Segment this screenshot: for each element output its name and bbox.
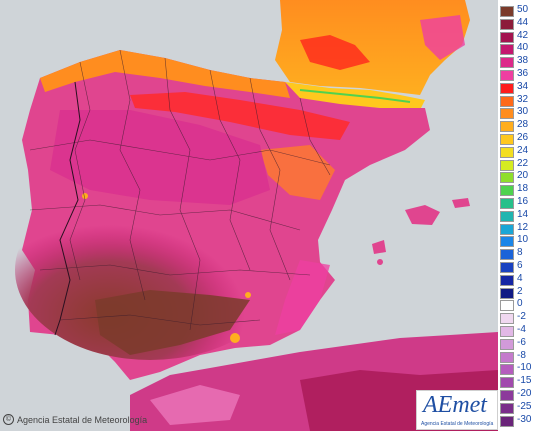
legend-swatch bbox=[500, 274, 514, 286]
legend-swatch bbox=[500, 121, 514, 133]
legend-tick-label: 26 bbox=[517, 132, 529, 143]
legend-swatch bbox=[500, 6, 514, 17]
legend-tick-label: 36 bbox=[517, 68, 529, 79]
france-east-hot bbox=[420, 15, 465, 60]
hot-spot bbox=[82, 193, 88, 199]
hot-spot bbox=[245, 292, 251, 298]
southeast-coast bbox=[275, 260, 330, 335]
legend-tick-label: 38 bbox=[517, 55, 529, 67]
legend-swatch bbox=[500, 326, 514, 337]
legend-tick-label: 4 bbox=[517, 272, 523, 284]
legend-swatch bbox=[500, 287, 514, 299]
legend-tick-label: 16 bbox=[517, 196, 529, 207]
legend-swatch bbox=[500, 415, 514, 427]
copyright-icon: © bbox=[3, 414, 14, 425]
legend-swatch bbox=[500, 338, 514, 350]
north-coast-band bbox=[40, 50, 290, 98]
legend-tick-label: 42 bbox=[517, 29, 529, 41]
legend-swatch bbox=[500, 134, 514, 145]
legend-swatch bbox=[500, 57, 514, 69]
legend-swatch bbox=[500, 364, 514, 376]
legend-swatch bbox=[500, 159, 514, 171]
legend-swatch bbox=[500, 262, 514, 273]
legend-tick-label: 40 bbox=[517, 42, 529, 54]
legend-swatch bbox=[500, 70, 514, 81]
copyright-notice: © Agencia Estatal de Meteorología bbox=[3, 414, 147, 425]
legend-tick-label: 24 bbox=[517, 144, 529, 156]
africa-light-zone bbox=[150, 385, 240, 425]
legend-swatch bbox=[500, 377, 514, 389]
legend-swatch bbox=[500, 351, 514, 363]
legend-swatch bbox=[500, 249, 514, 261]
legend-tick-label: 10 bbox=[517, 234, 529, 246]
legend-tick-label: -2 bbox=[517, 311, 526, 323]
legend-swatch bbox=[500, 313, 514, 325]
mallorca bbox=[405, 205, 440, 225]
legend-swatch bbox=[500, 236, 514, 248]
legend-tick-label: 44 bbox=[517, 16, 529, 28]
logo-subtitle: Agencia Estatal de Meteorología bbox=[421, 421, 494, 427]
legend-tick-label: -15 bbox=[517, 375, 532, 387]
legend-tick-label: -8 bbox=[517, 349, 526, 361]
legend-tick-label: 28 bbox=[517, 119, 529, 131]
legend-tick-label: -25 bbox=[517, 400, 532, 412]
legend-swatch bbox=[500, 44, 514, 56]
legend-tick-label: 34 bbox=[517, 80, 529, 92]
legend-tick-label: 12 bbox=[517, 221, 529, 233]
legend-swatch bbox=[500, 95, 514, 107]
map-canvas bbox=[15, 0, 498, 431]
legend-tick-label: -4 bbox=[517, 324, 526, 335]
legend-tick-label: -30 bbox=[517, 413, 532, 425]
legend-tick-label: 14 bbox=[517, 208, 529, 220]
legend-swatch bbox=[500, 223, 514, 235]
guadalquivir-core bbox=[95, 290, 250, 355]
pyrenees-ridge bbox=[299, 89, 411, 103]
legend-tick-label: -20 bbox=[517, 388, 532, 399]
hot-spot bbox=[230, 333, 240, 343]
portugal-border bbox=[54, 81, 81, 336]
legend-swatch bbox=[500, 300, 514, 312]
legend-swatch bbox=[500, 198, 514, 209]
legend-swatch bbox=[500, 108, 514, 120]
legend-tick-label: 30 bbox=[517, 106, 529, 118]
legend-tick-label: -10 bbox=[517, 362, 532, 374]
logo-wordmark: AEmet bbox=[423, 392, 487, 418]
legend-swatch bbox=[500, 390, 514, 401]
france-hot-zone bbox=[300, 35, 370, 70]
central-plateau bbox=[50, 110, 270, 205]
legend-swatch bbox=[500, 172, 514, 184]
aemet-logo: AEmet Agencia Estatal de Meteorología bbox=[416, 390, 498, 430]
formentera bbox=[377, 259, 383, 265]
temperature-map: © Agencia Estatal de Meteorología AEmet … bbox=[0, 0, 498, 431]
legend-swatch bbox=[500, 18, 514, 30]
copyright-text: Agencia Estatal de Meteorología bbox=[17, 414, 148, 425]
menorca bbox=[452, 198, 470, 208]
ebro-orange bbox=[260, 145, 335, 200]
legend-tick-label: 0 bbox=[517, 298, 523, 310]
legend-swatch bbox=[500, 210, 514, 222]
legend-tick-label: 2 bbox=[517, 285, 523, 297]
legend-swatch bbox=[500, 185, 514, 197]
temperature-legend: 50 44 42 40 38 36 34 32 30 28 26 24 22 20 18 16 14 12 10 8 6… bbox=[498, 0, 540, 431]
province-borders bbox=[29, 49, 331, 331]
legend-tick-label: 22 bbox=[517, 157, 529, 169]
ibiza bbox=[372, 240, 386, 254]
legend-tick-label: 20 bbox=[517, 170, 529, 182]
legend-swatch bbox=[500, 402, 514, 414]
legend-tick-label: 18 bbox=[517, 183, 529, 195]
legend-tick-label: 32 bbox=[517, 93, 529, 105]
legend-swatch bbox=[500, 82, 514, 94]
legend-tick-label: -6 bbox=[517, 336, 526, 348]
legend-tick-label: 50 bbox=[517, 4, 529, 15]
legend-swatch bbox=[500, 146, 514, 158]
legend-tick-label: 6 bbox=[517, 260, 523, 271]
central-red-belt bbox=[130, 92, 350, 140]
legend-swatch bbox=[500, 31, 514, 43]
legend-tick-label: 8 bbox=[517, 247, 523, 259]
